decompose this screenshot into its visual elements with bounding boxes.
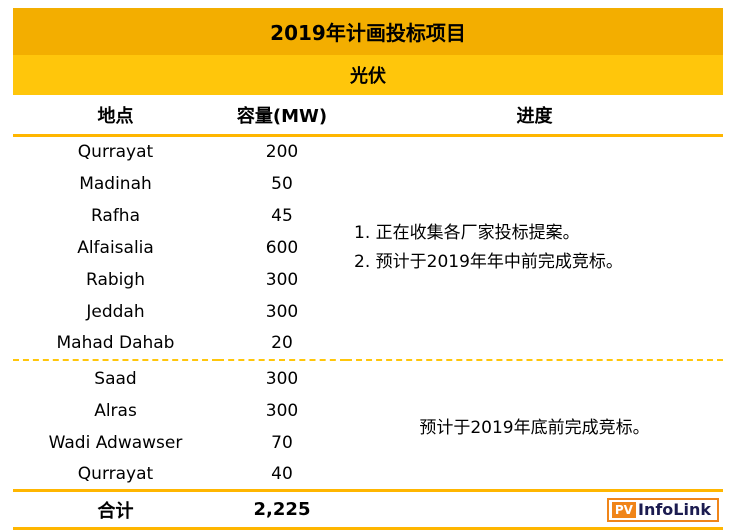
location-cell: Mahad Dahab [56, 333, 175, 353]
col-header-progress: 进度 [346, 95, 723, 137]
col-header-capacity: 容量(MW) [218, 95, 346, 137]
table-row: Qurrayat 200 1. 正在收集各厂家投标提案。 2. 预计于2019年… [13, 136, 723, 272]
capacity-cell: 45 [271, 205, 293, 226]
table-row: Alfaisalia 600 [13, 232, 723, 264]
capacity-cell: 50 [271, 173, 293, 194]
capacity-cell: 40 [271, 463, 293, 484]
location-cell: Alfaisalia [77, 237, 154, 258]
progress-cell-group1: 1. 正在收集各厂家投标提案。 2. 预计于2019年年中前完成竞标。 [346, 136, 723, 360]
location-cell: Saad [94, 368, 137, 389]
total-value: 2,225 [218, 489, 346, 530]
progress-line: 1. 正在收集各厂家投标提案。 [354, 222, 580, 243]
pv-infolink-logo: PV InfoLink [606, 497, 719, 522]
progress-cell-group2: 预计于2019年底前完成竞标。 [419, 418, 650, 439]
table-row: Rabigh 300 [13, 264, 723, 296]
capacity-cell: 70 [271, 432, 293, 453]
section-subtitle: 光伏 [13, 55, 723, 95]
location-cell: Qurrayat [77, 142, 154, 163]
table-row: Rafha 45 [13, 200, 723, 232]
group-divider [13, 358, 723, 363]
capacity-cell: 300 [265, 400, 299, 421]
table-row: Jeddah 300 [13, 296, 723, 328]
col-header-location: 地点 [13, 95, 218, 137]
capacity-cell: 300 [265, 269, 299, 290]
capacity-cell: 20 [271, 333, 293, 353]
page-title: 2019年计画投标项目 [13, 8, 723, 55]
table-row: Madinah 50 [13, 168, 723, 200]
table-row: Wadi Adwawser 70 [13, 427, 723, 459]
pv-logo-icon: PV [611, 501, 636, 518]
capacity-cell: 300 [265, 301, 299, 322]
logo-name: InfoLink [637, 499, 711, 519]
total-row: 合计 2,225 PV InfoLink [13, 489, 723, 530]
table-row: Qurrayat 40 [13, 459, 723, 491]
total-label: 合计 [13, 489, 218, 530]
header-row: 地点 容量(MW) 进度 [13, 95, 723, 137]
table-row: Saad 300 预计于2019年底前完成竞标。 [13, 363, 723, 439]
location-cell: Alras [94, 400, 137, 421]
capacity-cell: 300 [265, 368, 299, 389]
location-cell: Madinah [79, 173, 152, 194]
capacity-cell: 600 [265, 237, 299, 258]
location-cell: Rafha [90, 205, 141, 226]
location-cell: Qurrayat [77, 463, 154, 484]
location-cell: Jeddah [86, 301, 145, 322]
projects-table: 地点 容量(MW) 进度 Qurrayat 200 1. 正在收集各厂家投标提案… [13, 95, 723, 530]
capacity-cell: 200 [265, 142, 299, 163]
logo-cell: PV InfoLink [346, 489, 723, 530]
table-row: Alras 300 [13, 395, 723, 427]
table-row: Mahad Dahab 20 [13, 328, 723, 360]
location-cell: Rabigh [86, 269, 145, 290]
progress-line: 2. 预计于2019年年中前完成竞标。 [354, 251, 623, 272]
location-cell: Wadi Adwawser [48, 432, 183, 453]
